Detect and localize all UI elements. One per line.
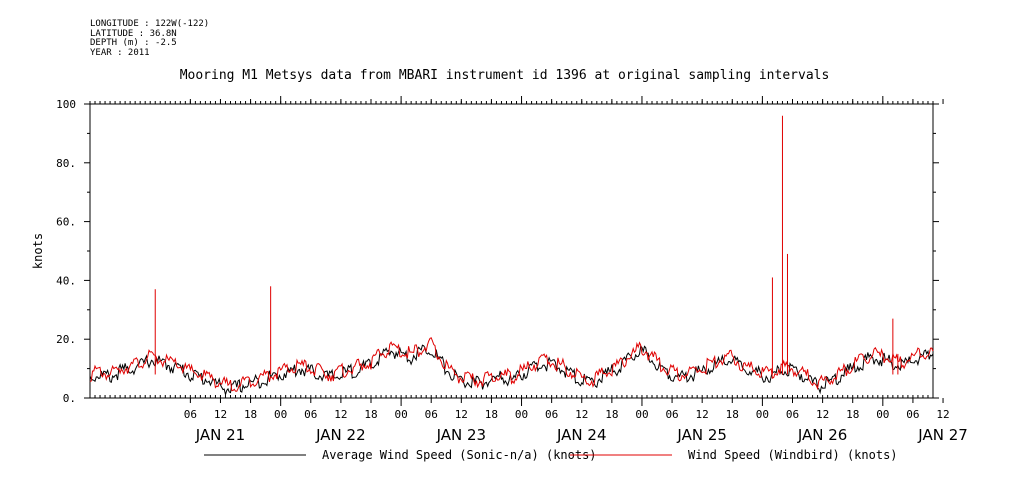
x-tick-label: 00 bbox=[394, 408, 407, 421]
y-tick-label: 80. bbox=[56, 157, 76, 170]
day-label: JAN 25 bbox=[676, 426, 727, 444]
legend-label-average: Average Wind Speed (Sonic-n/a) (knots) bbox=[322, 448, 597, 462]
y-tick-label: 0. bbox=[63, 392, 76, 405]
x-tick-label: 18 bbox=[364, 408, 377, 421]
x-tick-label: 12 bbox=[816, 408, 829, 421]
x-tick-label: 18 bbox=[485, 408, 498, 421]
day-label: JAN 24 bbox=[556, 426, 607, 444]
y-tick-label: 20. bbox=[56, 333, 76, 346]
x-tick-label: 18 bbox=[726, 408, 739, 421]
x-tick-label: 06 bbox=[184, 408, 197, 421]
day-label: JAN 26 bbox=[797, 426, 848, 444]
x-tick-label: 18 bbox=[244, 408, 257, 421]
chart-title: Mooring M1 Metsys data from MBARI instru… bbox=[179, 68, 830, 83]
x-tick-label: 06 bbox=[545, 408, 558, 421]
latitude-label: LATITUDE : 36.8N bbox=[90, 28, 177, 39]
x-tick-label: 06 bbox=[425, 408, 438, 421]
x-tick-label: 00 bbox=[635, 408, 648, 421]
x-tick-label: 12 bbox=[214, 408, 227, 421]
x-tick-label: 12 bbox=[936, 408, 949, 421]
depth-label: DEPTH (m) : -2.5 bbox=[90, 38, 177, 48]
y-tick-label: 100 bbox=[56, 98, 76, 111]
day-label: JAN 23 bbox=[436, 426, 487, 444]
day-label: JAN 21 bbox=[195, 426, 246, 444]
x-tick-label: 18 bbox=[846, 408, 859, 421]
x-tick-label: 06 bbox=[906, 408, 919, 421]
longitude-label: LONGITUDE : 122W(-122) bbox=[90, 19, 210, 29]
x-tick-label: 12 bbox=[575, 408, 588, 421]
series-line-0 bbox=[89, 344, 934, 397]
day-label: JAN 27 bbox=[917, 426, 968, 444]
y-tick-label: 60. bbox=[56, 216, 76, 229]
x-tick-label: 12 bbox=[696, 408, 709, 421]
y-tick-label: 40. bbox=[56, 274, 76, 287]
metadata-block: LONGITUDE : 122W(-122) LATITUDE : 36.8N … bbox=[90, 19, 210, 58]
x-tick-label: 06 bbox=[786, 408, 799, 421]
x-tick-label: 06 bbox=[304, 408, 317, 421]
x-tick-label: 00 bbox=[515, 408, 528, 421]
day-label: JAN 22 bbox=[315, 426, 366, 444]
x-tick-label: 00 bbox=[274, 408, 287, 421]
y-axis-label: knots bbox=[31, 233, 45, 269]
x-tick-label: 00 bbox=[876, 408, 889, 421]
legend-label-windbird: Wind Speed (Windbird) (knots) bbox=[688, 448, 898, 462]
x-tick-label: 12 bbox=[334, 408, 347, 421]
series-line-1 bbox=[89, 337, 934, 392]
x-tick-label: 18 bbox=[605, 408, 618, 421]
plot-frame bbox=[89, 103, 934, 399]
x-tick-label: 00 bbox=[756, 408, 769, 421]
year-label: YEAR : 2011 bbox=[90, 47, 150, 58]
x-tick-label: 06 bbox=[665, 408, 678, 421]
x-tick-label: 12 bbox=[455, 408, 468, 421]
